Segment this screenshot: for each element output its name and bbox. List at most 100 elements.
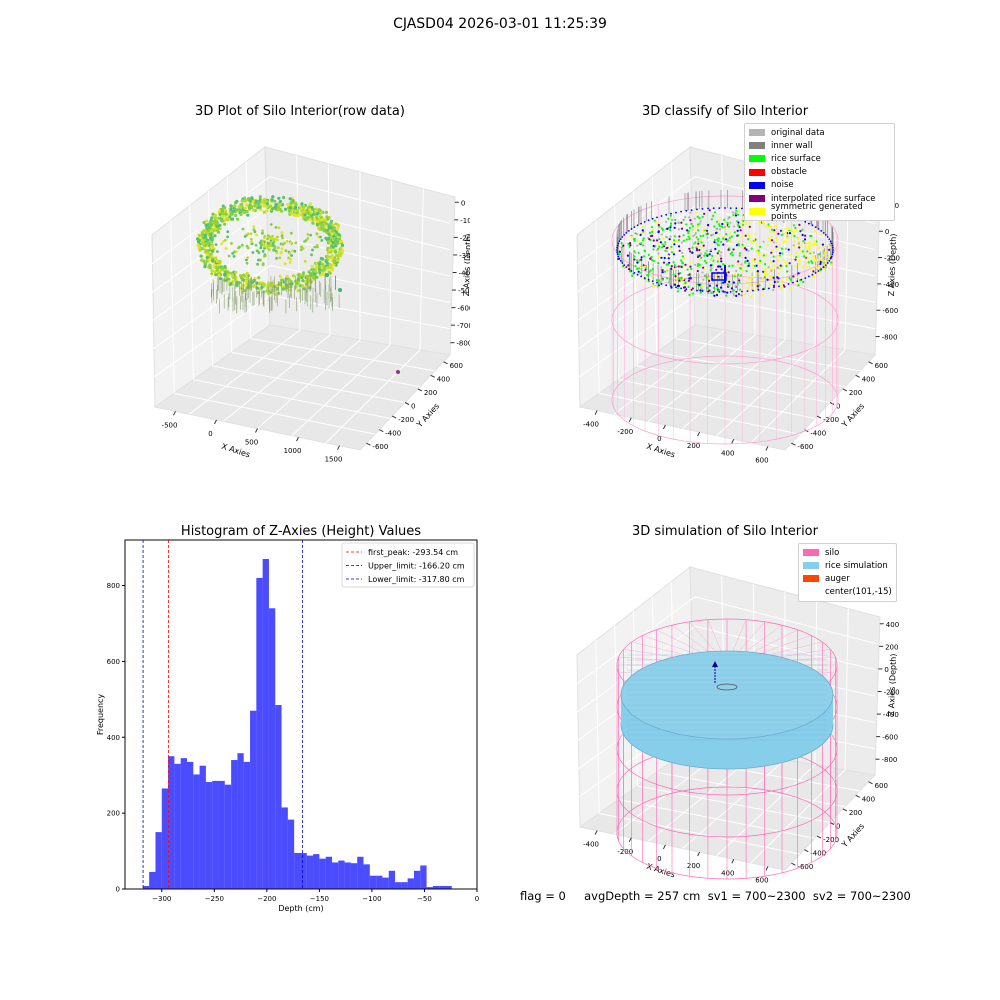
raw-y-tick <box>379 429 384 433</box>
cls-point <box>688 273 691 276</box>
cls-point <box>772 260 775 263</box>
cls-point <box>741 269 744 272</box>
cls-point <box>740 263 743 266</box>
cls-noise-point <box>670 212 672 215</box>
raw-point <box>340 249 344 253</box>
cls-point <box>810 244 813 247</box>
cls-noise-point <box>735 207 738 210</box>
cls-noise-point <box>817 270 820 272</box>
raw-point <box>200 232 204 236</box>
raw-point <box>294 203 298 207</box>
raw-point <box>289 241 293 244</box>
cls-point <box>641 229 644 232</box>
raw-point <box>281 242 285 246</box>
histogram-bar <box>325 856 332 889</box>
cls-point <box>731 264 734 267</box>
cls-point <box>770 228 774 231</box>
cls-point <box>673 239 676 242</box>
cls-point <box>661 278 664 281</box>
cls-point <box>706 236 709 239</box>
cls-point <box>657 223 660 227</box>
raw-point <box>258 258 262 262</box>
sim-y-tick-label: -400 <box>810 850 826 858</box>
cls-point <box>771 249 774 252</box>
cls-point <box>704 274 707 277</box>
cls-point <box>739 267 742 270</box>
cls-point <box>702 228 706 231</box>
cls-point <box>652 282 655 285</box>
sim-grid <box>694 596 876 644</box>
cls-noise-point <box>621 236 624 238</box>
cls-point <box>776 280 779 283</box>
cls-point <box>810 267 813 270</box>
raw-point <box>216 230 221 234</box>
cls-point <box>688 293 691 297</box>
cls-y-tick-label: 400 <box>862 375 875 383</box>
cls-point <box>737 293 740 296</box>
histogram-bar <box>382 877 389 889</box>
cls-point <box>689 250 692 253</box>
cls-point <box>748 283 751 287</box>
cls-point <box>787 248 790 251</box>
cls-point <box>792 230 796 233</box>
histogram-bar <box>344 862 351 889</box>
cls-point <box>718 228 722 231</box>
cls-noise-point <box>832 251 834 254</box>
cls-point <box>705 261 708 264</box>
cls-point <box>818 265 822 268</box>
cls-point <box>669 224 672 227</box>
cls-point <box>738 209 741 213</box>
cls-point <box>813 275 816 278</box>
raw-point <box>250 240 253 244</box>
raw-point <box>295 282 299 286</box>
cls-y-tick <box>829 402 835 405</box>
sim-y-tick-label: -600 <box>797 863 813 871</box>
histogram-chart[interactable]: −300 −250 −200 −150 −100 −50 00200400600800Dep… <box>0 0 500 1000</box>
legend-label: original data <box>771 127 825 138</box>
cls-point <box>655 239 659 242</box>
raw-point <box>306 237 310 240</box>
cls-point <box>710 248 713 251</box>
cls-point <box>664 243 667 246</box>
cls-point <box>665 250 668 253</box>
raw-point <box>227 280 231 284</box>
cls-point <box>795 229 798 232</box>
cls-point <box>779 252 782 255</box>
raw-point <box>257 251 261 255</box>
cls-point <box>724 226 727 229</box>
cls-point <box>779 264 782 267</box>
raw-z-tick-label: -300 <box>459 252 470 260</box>
cls-point <box>814 265 817 268</box>
cls-point <box>684 289 687 292</box>
cls-point <box>783 285 786 288</box>
cls-point <box>763 276 766 279</box>
cls-point <box>673 283 676 286</box>
raw-point <box>255 249 259 253</box>
cls-point <box>767 225 770 228</box>
cls-z-tick-label: 0 <box>885 228 889 236</box>
cls-noise-point <box>636 273 639 276</box>
raw-point <box>243 206 247 210</box>
sim-z-tick-label: -800 <box>882 756 898 764</box>
cls-point <box>775 239 778 243</box>
raw-point <box>329 219 334 223</box>
raw-point <box>282 195 286 200</box>
cls-point <box>713 239 716 242</box>
cls-point <box>757 252 760 255</box>
raw-point <box>196 240 201 244</box>
raw-x-tick-label: -500 <box>162 421 178 429</box>
cls-point <box>662 245 666 248</box>
raw-point <box>278 274 282 278</box>
cls-noise-point <box>746 290 749 292</box>
cls-point <box>656 247 660 250</box>
raw-point <box>228 215 232 219</box>
classify-plot-title: 3D classify of Silo Interior <box>641 104 809 119</box>
raw-point <box>258 195 262 199</box>
raw-point <box>267 242 270 245</box>
cls-noise-point <box>817 228 820 230</box>
cls-noise-point <box>829 257 832 260</box>
cls-noise-point <box>752 289 754 292</box>
